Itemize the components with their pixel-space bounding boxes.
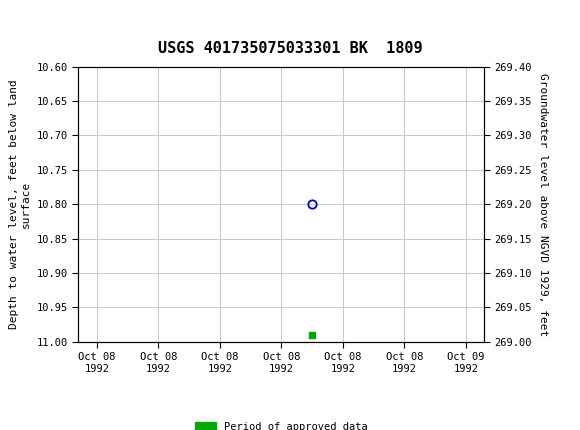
Text: USGS 401735075033301 BK  1809: USGS 401735075033301 BK 1809: [158, 41, 422, 56]
Text: USGS: USGS: [38, 11, 93, 29]
Legend: Period of approved data: Period of approved data: [191, 418, 372, 430]
Y-axis label: Depth to water level, feet below land
surface: Depth to water level, feet below land su…: [9, 80, 31, 329]
Y-axis label: Groundwater level above NGVD 1929, feet: Groundwater level above NGVD 1929, feet: [538, 73, 548, 336]
